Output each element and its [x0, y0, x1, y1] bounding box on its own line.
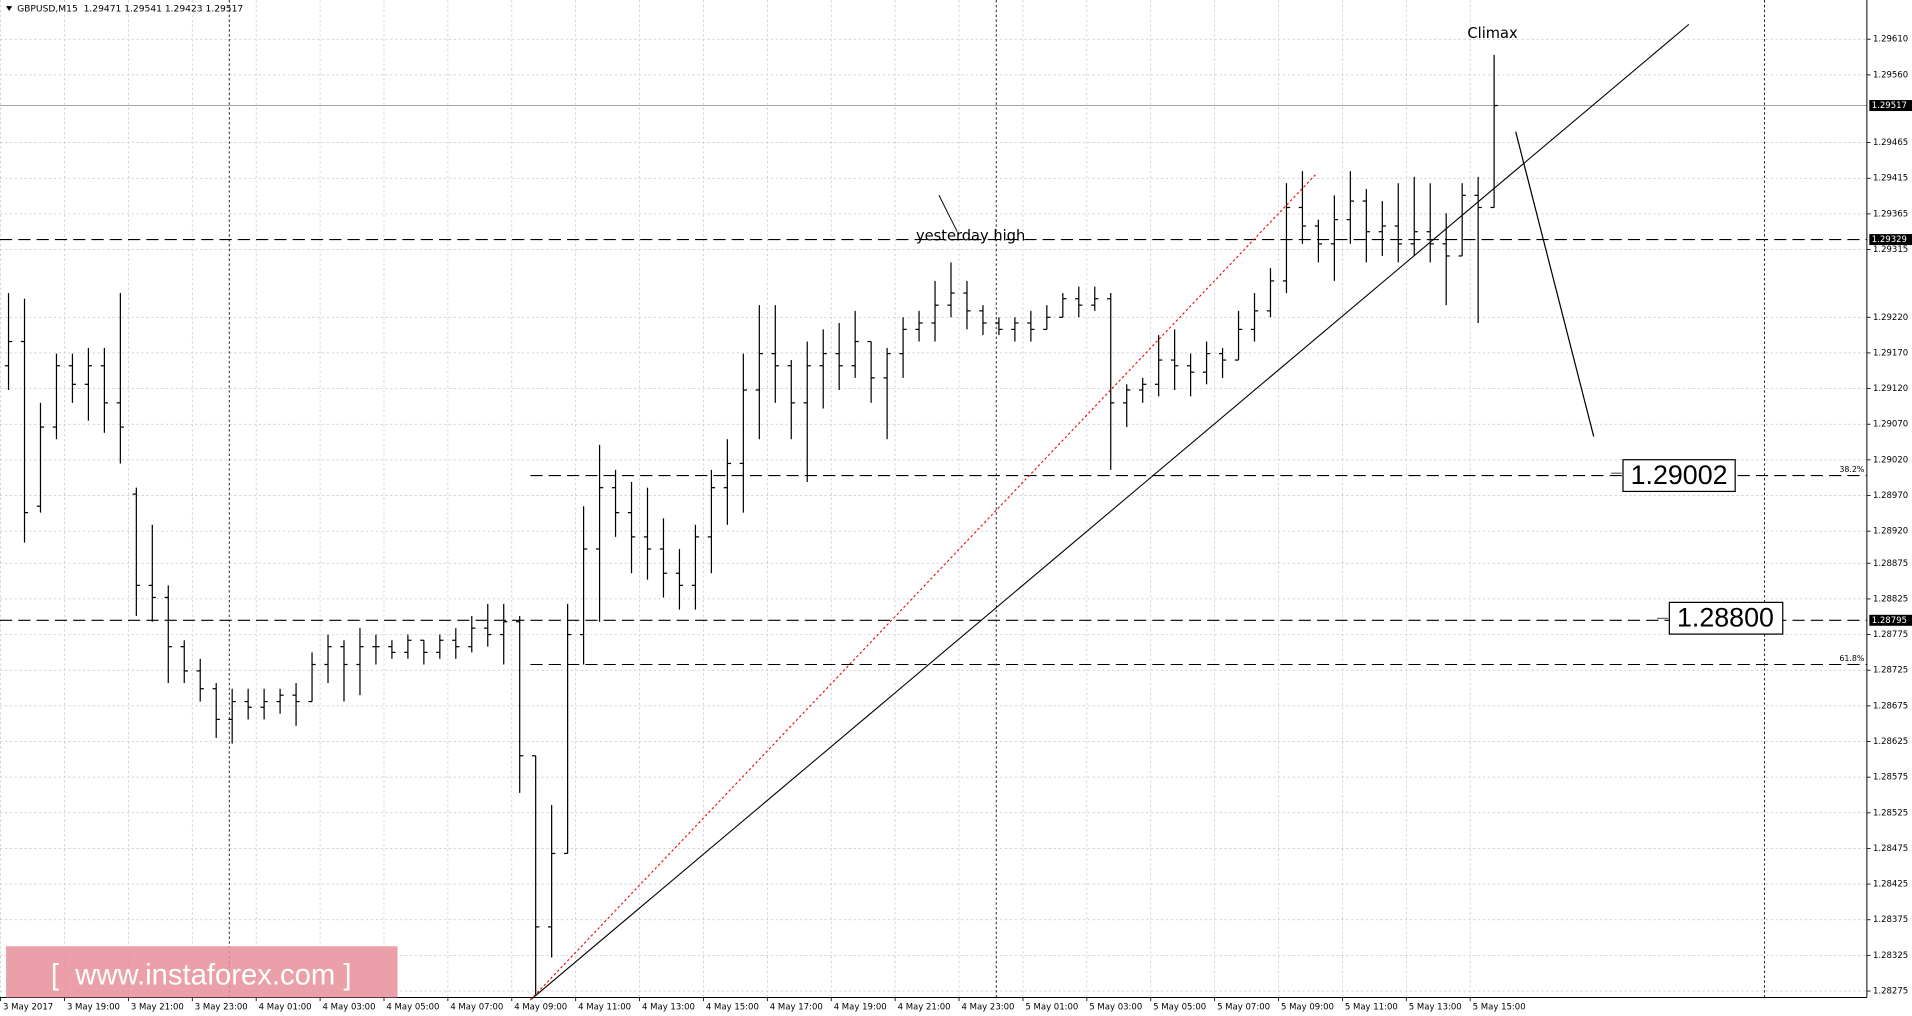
y-tick-label: 1.29610: [1873, 35, 1908, 45]
grid: [0, 0, 1867, 998]
y-tick-label: 1.28920: [1873, 527, 1908, 537]
x-tick-label: 5 May 11:00: [1345, 1003, 1398, 1013]
pointer-line: [938, 194, 958, 232]
y-tick-label: 1.28275: [1873, 987, 1908, 997]
y-tick-label: 1.28575: [1873, 773, 1908, 783]
y-tick-label: 1.29120: [1873, 384, 1908, 394]
x-tick-label: 4 May 19:00: [834, 1003, 887, 1013]
x-tick-label: 4 May 11:00: [578, 1003, 631, 1013]
x-tick-label: 4 May 01:00: [259, 1003, 312, 1013]
x-tick-label: 4 May 03:00: [323, 1003, 376, 1013]
target-box: [1668, 601, 1784, 635]
x-tick-label: 4 May 21:00: [898, 1003, 951, 1013]
y-tick-label: 1.29315: [1873, 245, 1908, 255]
y-tick-label: 1.29465: [1873, 138, 1908, 148]
price-label: 1.28795: [1872, 616, 1907, 626]
x-tick-label: 5 May 01:00: [1025, 1003, 1078, 1013]
target-label: 1.29002: [1631, 460, 1728, 490]
y-tick-label: 1.28425: [1873, 880, 1908, 890]
axis-labels: 1.29610 1.29560 1.29465 1.29415 1.29365 1.293…: [0, 35, 1912, 1013]
trend-line: [530, 23, 1690, 1001]
annotation: yesterday high: [916, 228, 1025, 245]
menu-icon: [6, 6, 13, 11]
x-tick-label: 4 May 07:00: [450, 1003, 503, 1013]
x-tick-label: 4 May 23:00: [961, 1003, 1014, 1013]
y-tick-label: 1.28525: [1873, 808, 1908, 818]
watermark: [ www.instaforex.com ]: [51, 959, 352, 991]
x-tick-label: 3 May 21:00: [131, 1003, 184, 1013]
fib-label: 61.8%: [1839, 654, 1865, 663]
x-tick-label: 4 May 15:00: [706, 1003, 759, 1013]
x-tick-label: 3 May 23:00: [195, 1003, 248, 1013]
y-tick-label: 1.29170: [1873, 348, 1908, 358]
y-tick-label: 1.28375: [1873, 915, 1908, 925]
x-tick-label: 3 May 19:00: [67, 1003, 120, 1013]
x-tick-label: 5 May 09:00: [1281, 1003, 1334, 1013]
y-tick-label: 1.28970: [1873, 491, 1908, 501]
x-tick-label: 4 May 09:00: [514, 1003, 567, 1013]
x-tick-label: 5 May 03:00: [1089, 1003, 1142, 1013]
x-tick-label: 4 May 05:00: [386, 1003, 439, 1013]
y-tick-label: 1.29020: [1873, 455, 1908, 465]
y-tick-label: 1.28725: [1873, 666, 1908, 676]
x-tick-label: 5 May 07:00: [1217, 1003, 1270, 1013]
y-tick-label: 1.29560: [1873, 70, 1908, 80]
y-tick-label: 1.28825: [1873, 594, 1908, 604]
chart-title: GBPUSD,M15 1.29471 1.29541 1.29423 1.295…: [17, 5, 243, 15]
x-tick-label: 3 May 2017: [3, 1003, 53, 1013]
price-label-box: [1869, 100, 1912, 112]
x-tick-label: 5 May 05:00: [1153, 1003, 1206, 1013]
y-tick-label: 1.28875: [1873, 559, 1908, 569]
y-tick-label: 1.28325: [1873, 951, 1908, 961]
x-tick-label: 5 May 13:00: [1409, 1003, 1462, 1013]
projection-line: [1515, 131, 1595, 437]
price-label-box: [1869, 614, 1912, 626]
x-tick-label: 4 May 17:00: [770, 1003, 823, 1013]
target-label: 1.28800: [1677, 603, 1774, 633]
price-label-box: [1869, 234, 1912, 246]
y-tick-label: 1.29365: [1873, 209, 1908, 219]
y-tick-label: 1.29415: [1873, 174, 1908, 184]
y-tick-label: 1.28775: [1873, 630, 1908, 640]
y-tick-label: 1.29070: [1873, 420, 1908, 430]
annotation: Climax: [1467, 25, 1518, 42]
y-tick-label: 1.28675: [1873, 701, 1908, 711]
price-label: 1.29329: [1872, 235, 1907, 245]
watermark-box: [6, 946, 398, 998]
x-tick-label: 5 May 15:00: [1473, 1003, 1526, 1013]
levels: 38.2% 61.8%: [0, 105, 1867, 666]
target-box: [1622, 459, 1736, 493]
y-tick-label: 1.28475: [1873, 844, 1908, 854]
bars: [4, 54, 1498, 995]
fib-label: 38.2%: [1839, 465, 1865, 474]
y-tick-label: 1.29220: [1873, 313, 1908, 323]
price-label: 1.29517: [1872, 101, 1907, 111]
x-tick-label: 4 May 13:00: [642, 1003, 695, 1013]
y-tick-label: 1.28625: [1873, 737, 1908, 747]
